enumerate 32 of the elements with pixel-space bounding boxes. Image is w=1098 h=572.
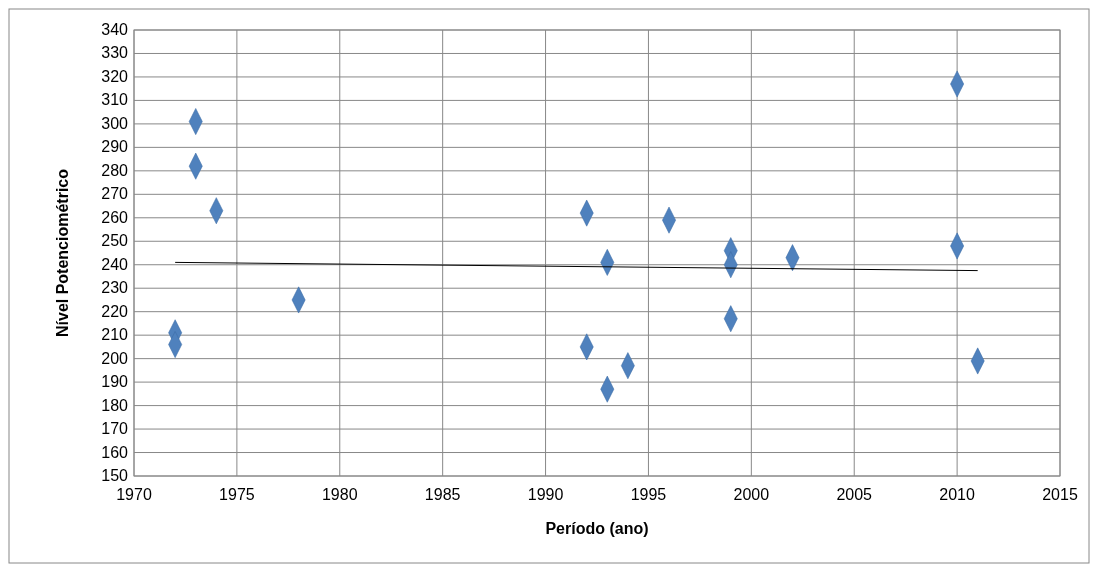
x-tick-label: 2010 (939, 486, 976, 503)
x-tick-label: 2000 (733, 486, 770, 503)
y-tick-label: 280 (101, 161, 129, 179)
y-tick-label: 210 (101, 326, 129, 344)
x-tick-label: 1975 (219, 486, 255, 503)
x-tick-label: 1970 (116, 486, 152, 503)
y-tick-label: 220 (101, 302, 129, 320)
x-tick-label: 1990 (527, 486, 564, 503)
y-tick-label: 150 (101, 467, 129, 484)
x-tick-label: 1995 (630, 486, 667, 503)
y-tick-label: 190 (101, 373, 129, 391)
y-tick-label: 320 (101, 67, 129, 85)
y-tick-label: 180 (101, 396, 129, 414)
y-tick-label: 260 (101, 208, 129, 226)
y-tick-label: 270 (101, 185, 129, 203)
y-tick-label: 250 (101, 232, 129, 250)
y-tick-label: 160 (101, 443, 129, 461)
x-tick-label: 1980 (321, 486, 358, 503)
x-tick-label: 2015 (1042, 486, 1078, 503)
x-axis-title: Período (ano) (545, 520, 649, 537)
x-tick-label: 1985 (424, 486, 461, 503)
y-tick-label: 340 (101, 21, 129, 38)
y-tick-label: 290 (101, 138, 129, 156)
y-tick-label: 300 (101, 114, 129, 132)
y-tick-label: 240 (101, 255, 129, 273)
y-tick-label: 230 (101, 279, 129, 297)
y-tick-label: 170 (101, 420, 129, 438)
y-axis-title: Nível Potenciométrico (54, 168, 71, 338)
y-tick-label: 310 (101, 91, 129, 109)
y-tick-label: 200 (101, 349, 129, 367)
y-tick-label: 330 (101, 44, 129, 62)
x-tick-label: 2005 (836, 486, 873, 503)
